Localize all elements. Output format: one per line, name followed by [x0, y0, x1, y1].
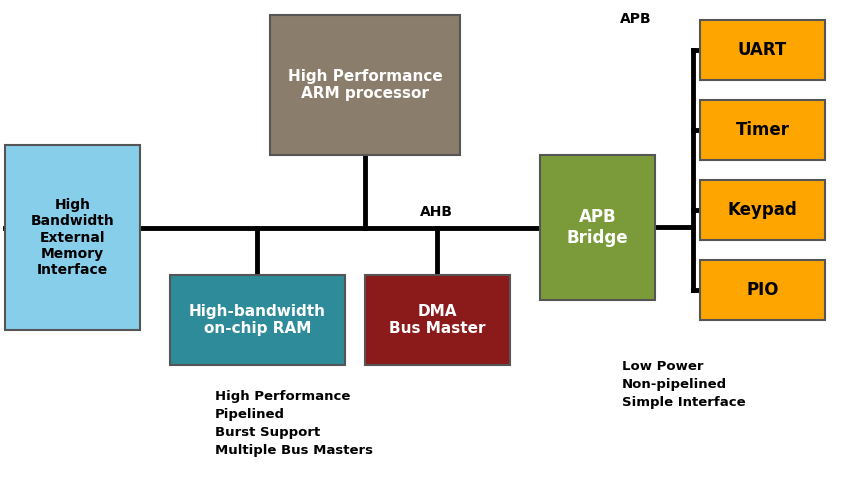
Text: Timer: Timer: [735, 121, 789, 139]
FancyBboxPatch shape: [365, 275, 510, 365]
Text: AHB: AHB: [420, 205, 453, 219]
Text: UART: UART: [738, 41, 787, 59]
Text: PIO: PIO: [746, 281, 779, 299]
Text: High-bandwidth
on-chip RAM: High-bandwidth on-chip RAM: [189, 304, 326, 336]
Text: High Performance
ARM processor: High Performance ARM processor: [288, 69, 442, 101]
FancyBboxPatch shape: [700, 100, 825, 160]
Text: APB: APB: [620, 12, 652, 26]
FancyBboxPatch shape: [700, 20, 825, 80]
Text: High
Bandwidth
External
Memory
Interface: High Bandwidth External Memory Interface: [30, 198, 115, 277]
Text: APB
Bridge: APB Bridge: [566, 208, 628, 247]
FancyBboxPatch shape: [700, 260, 825, 320]
FancyBboxPatch shape: [700, 180, 825, 240]
FancyBboxPatch shape: [170, 275, 345, 365]
FancyBboxPatch shape: [5, 145, 140, 330]
Text: High Performance
Pipelined
Burst Support
Multiple Bus Masters: High Performance Pipelined Burst Support…: [215, 390, 373, 457]
Text: Low Power
Non-pipelined
Simple Interface: Low Power Non-pipelined Simple Interface: [622, 360, 745, 409]
FancyBboxPatch shape: [270, 15, 460, 155]
Text: DMA
Bus Master: DMA Bus Master: [389, 304, 486, 336]
Text: Keypad: Keypad: [728, 201, 798, 219]
FancyBboxPatch shape: [540, 155, 655, 300]
